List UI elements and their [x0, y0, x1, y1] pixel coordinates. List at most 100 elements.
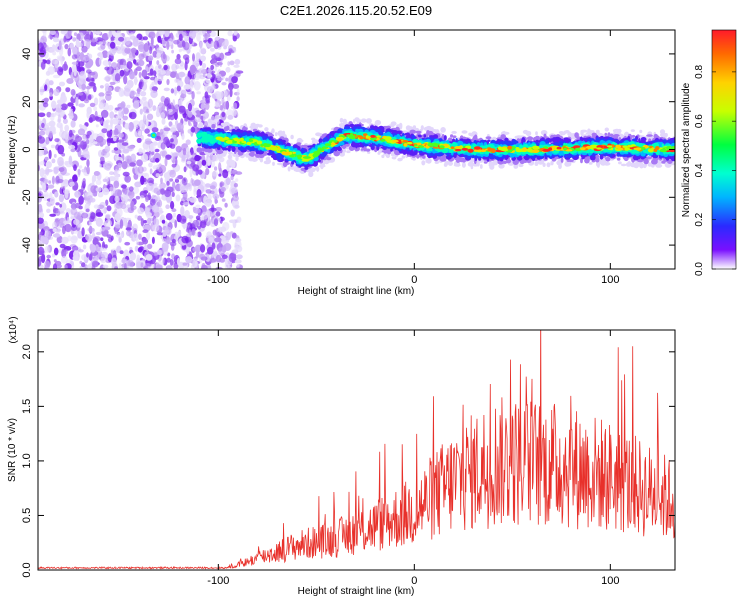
spectrogram-noise-speck: [171, 152, 180, 157]
spectrogram-noise-speck: [58, 105, 62, 109]
spectrogram-noise-speck: [105, 75, 112, 81]
spectrogram-noise-speck: [164, 226, 172, 236]
spectrogram-noise-speck: [57, 144, 65, 155]
spectrogram-noise-speck: [75, 39, 80, 48]
spectrogram-noise-speck: [206, 231, 212, 237]
spectrogram-noise-speck: [66, 78, 74, 84]
spectrogram-noise-speck: [196, 189, 202, 198]
spectrogram-noise-speck: [159, 150, 168, 157]
spectrogram-noise-speck: [178, 48, 182, 53]
spectrogram-noise-speck: [140, 91, 147, 97]
spectrogram-ridge-speck: [535, 131, 538, 136]
spectrogram-noise-speck: [77, 249, 84, 253]
spectrogram-ridge-speck: [406, 126, 414, 131]
spectrogram-noise-speck: [41, 194, 47, 199]
spectrogram-noise-speck: [90, 40, 97, 47]
spectrogram-noise-speck: [167, 252, 171, 257]
spectrogram-noise-speck: [233, 183, 238, 188]
spectrogram-noise-speck: [166, 257, 171, 263]
spectrogram-noise-speck: [227, 265, 231, 269]
spectrogram-ridge-speck: [302, 144, 309, 148]
spectrogram-ridge-speck: [513, 163, 519, 169]
spectrogram-noise-speck: [117, 208, 123, 218]
spectrogram-ridge-speck: [591, 133, 596, 137]
spectrogram-noise-speck: [226, 95, 231, 102]
spectrogram-noise-speck: [79, 260, 83, 265]
spectrogram-noise-speck: [67, 47, 72, 57]
spectrogram-ridge-speck: [211, 150, 218, 154]
spectrogram-noise-speck: [49, 196, 56, 205]
spectrogram-noise-speck: [134, 214, 138, 219]
spectrogram-noise-speck: [70, 207, 78, 216]
spectrogram-ridge-speck: [243, 127, 248, 131]
spectrogram-noise-speck: [117, 103, 125, 109]
spectrogram-noise-speck: [170, 134, 177, 138]
spectrogram-noise-speck: [166, 40, 170, 51]
spectrogram-noise-speck: [169, 259, 174, 266]
spectrogram-noise-speck: [235, 254, 243, 260]
spectrogram-noise-speck: [186, 246, 190, 255]
spectrogram-ridge-speck: [659, 129, 666, 135]
spectrogram-noise-speck: [186, 160, 192, 165]
spectrogram-noise-speck: [122, 187, 128, 195]
spectrogram-noise-speck: [115, 233, 124, 238]
spectrogram-ridge-speck: [363, 148, 368, 152]
spectrogram-noise-speck: [179, 215, 187, 224]
spectrogram-noise-speck: [205, 95, 210, 104]
spectrogram-noise-speck: [173, 262, 179, 269]
spectrogram-noise-speck: [130, 200, 135, 208]
spectrogram-noise-speck: [156, 264, 163, 269]
spectrogram-noise-speck: [38, 148, 45, 157]
spectrogram-noise-speck: [208, 236, 214, 244]
spectrogram-noise-speck: [45, 136, 50, 145]
spectrogram-noise-speck: [55, 210, 61, 216]
spectrogram-noise-speck: [206, 73, 211, 78]
spectrogram-ridge-speck: [390, 129, 394, 133]
spectrogram-ridge-speck: [558, 131, 565, 134]
spectrogram-noise-speck: [85, 208, 90, 213]
spectrogram-noise-speck: [101, 128, 108, 134]
spectrogram-noise-speck: [232, 108, 237, 117]
spectrogram-noise-speck: [145, 118, 149, 127]
spectrogram-ridge-speck: [479, 164, 483, 169]
spectrogram-noise-speck: [215, 57, 222, 62]
spectrogram-noise-speck: [48, 130, 53, 139]
spectrogram-noise-speck: [136, 66, 142, 72]
spectrogram-noise-speck: [177, 99, 183, 107]
spectrogram-noise-speck: [43, 97, 49, 103]
spectrogram-noise-speck: [187, 111, 193, 118]
spectrogram-noise-speck: [205, 189, 212, 194]
spectrogram-noise-speck: [108, 60, 112, 67]
spectrogram-ridge-speck: [459, 159, 465, 163]
spectrogram-noise-speck: [189, 168, 193, 178]
spectrogram-noise-speck: [39, 160, 45, 166]
spectrogram-noise-speck: [225, 77, 229, 82]
spectrogram-noise-speck: [137, 207, 145, 215]
spectrogram-ridge-speck: [404, 132, 411, 136]
spectrogram-noise-speck: [160, 177, 163, 184]
spectrogram-noise-speck: [230, 231, 234, 235]
spectrogram-noise-speck: [95, 187, 102, 192]
spectrogram-ridge-speck: [374, 119, 382, 126]
spectrogram-noise-speck: [124, 241, 131, 246]
spectrogram-noise-speck: [138, 53, 145, 60]
spectrogram-noise-speck: [204, 33, 208, 41]
spectrogram-noise-speck: [57, 178, 64, 184]
spectrogram-noise-speck: [99, 85, 104, 89]
spectrogram-noise-speck: [189, 64, 197, 75]
spectrogram-noise-speck: [129, 111, 137, 120]
spectrogram-ridge-speck: [392, 157, 397, 160]
spectrogram-noise-speck: [169, 71, 177, 78]
spectrogram-noise-speck: [125, 227, 132, 231]
spectrogram-noise-speck: [93, 204, 100, 209]
spectrogram-noise-speck: [43, 226, 50, 232]
spectrogram-noise-speck: [45, 161, 52, 169]
spectrogram-noise-speck: [49, 213, 57, 217]
spectrogram-noise-speck: [107, 253, 113, 263]
spectrogram-noise-speck: [72, 185, 78, 191]
spectrogram-noise-speck: [158, 207, 163, 215]
spectrogram-noise-speck: [94, 97, 99, 106]
spectrogram-noise-speck: [98, 92, 105, 97]
spectrogram-noise-speck: [92, 115, 96, 121]
